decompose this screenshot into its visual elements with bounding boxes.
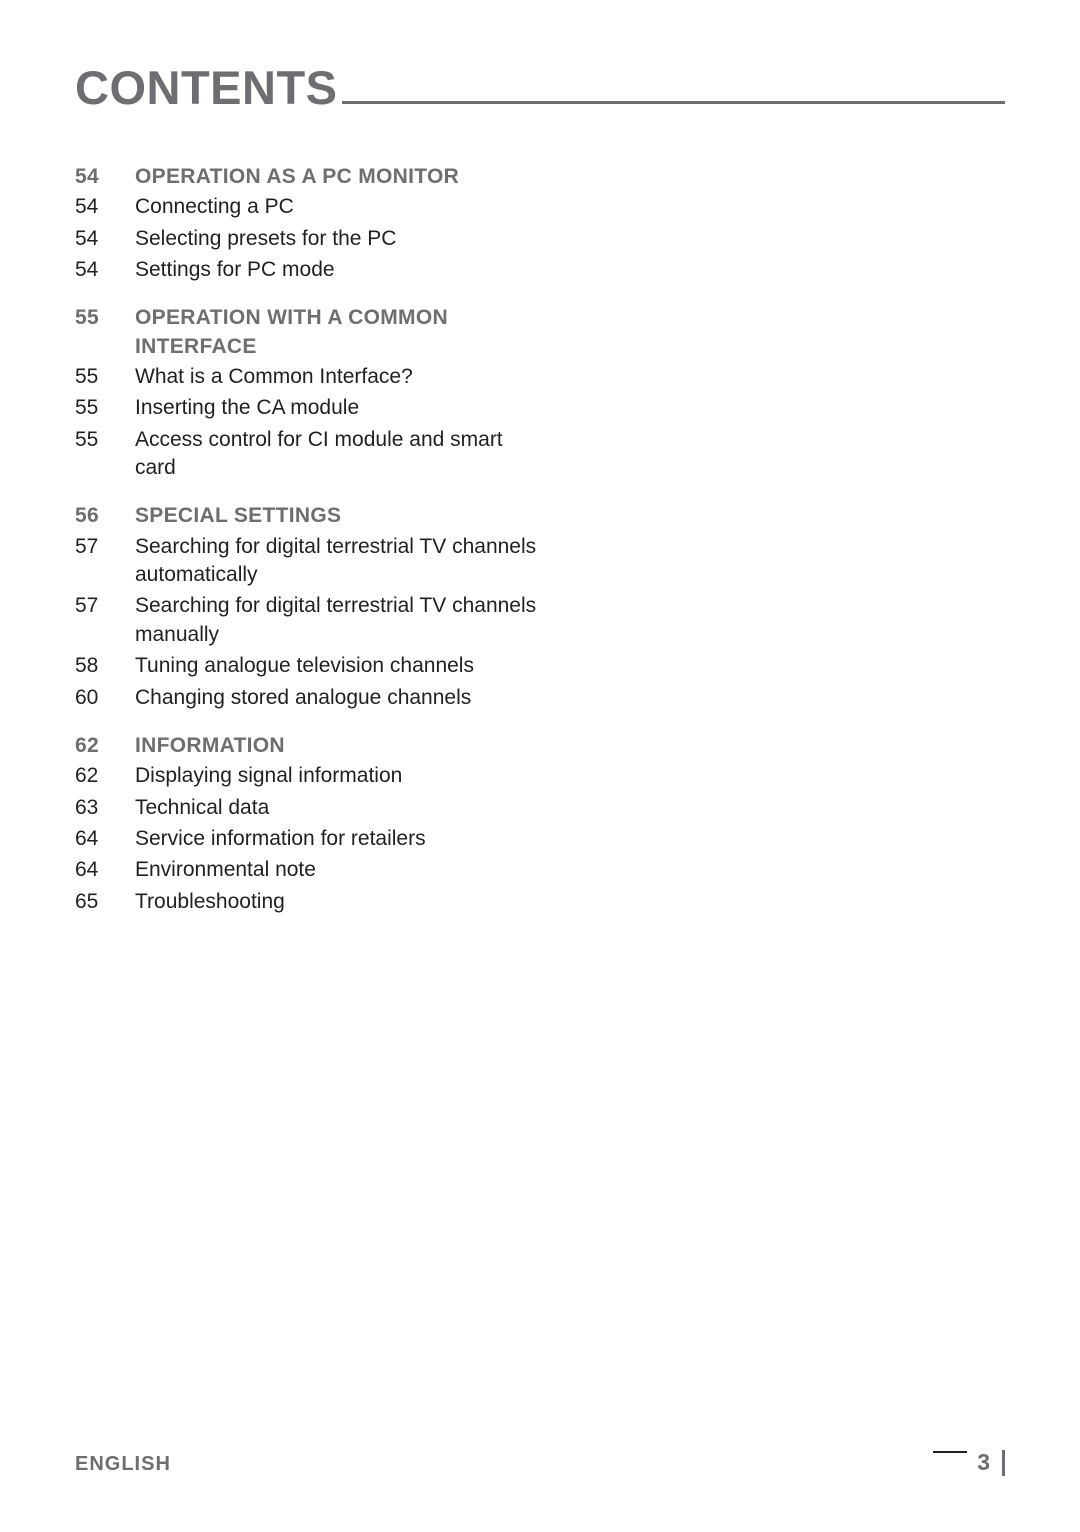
toc-section-page: 62: [75, 732, 125, 760]
toc-item-text: Access control for CI module and smart c…: [125, 426, 537, 483]
toc-item: 63Technical data: [75, 794, 537, 822]
toc-item: 60Changing stored analogue channels: [75, 684, 537, 712]
toc-item-text: Troubleshooting: [125, 888, 285, 916]
footer-page-bar: [1002, 1450, 1005, 1476]
toc-item-text: What is a Common Interface?: [125, 363, 413, 391]
toc-item: 58Tuning analogue television channels: [75, 652, 537, 680]
toc-item-text: Technical data: [125, 794, 269, 822]
footer-language: ENGLISH: [75, 1453, 171, 1476]
toc-item-page: 57: [75, 533, 125, 561]
toc-item: 54Connecting a PC: [75, 193, 537, 221]
toc-section-title: SPECIAL SETTINGS: [125, 502, 341, 530]
toc-item-page: 54: [75, 256, 125, 284]
toc-section-heading: 55OPERATION WITH A COMMON INTERFACE: [75, 304, 537, 361]
toc-item: 64Environmental note: [75, 856, 537, 884]
page-heading: CONTENTS: [75, 60, 338, 115]
toc-item: 54Selecting presets for the PC: [75, 225, 537, 253]
toc-item-text: Tuning analogue television channels: [125, 652, 474, 680]
toc-section-page: 55: [75, 304, 125, 332]
toc-item-page: 55: [75, 426, 125, 454]
toc-item-text: Searching for digital terrestrial TV cha…: [125, 533, 537, 590]
footer-page-wrap: 3: [933, 1449, 1005, 1476]
toc-section-heading: 54OPERATION AS A PC MONITOR: [75, 163, 537, 191]
footer-page-rule: [933, 1451, 967, 1453]
toc-item: 55What is a Common Interface?: [75, 363, 537, 391]
toc-item-text: Searching for digital terrestrial TV cha…: [125, 592, 537, 649]
toc-item-text: Service information for retailers: [125, 825, 426, 853]
toc-item-text: Inserting the CA module: [125, 394, 359, 422]
toc-section-heading: 62INFORMATION: [75, 732, 537, 760]
footer-page-number: 3: [977, 1449, 990, 1476]
heading-rule: [342, 101, 1006, 104]
toc-item: 62Displaying signal information: [75, 762, 537, 790]
page-heading-row: CONTENTS: [75, 60, 1005, 115]
toc-section-title: OPERATION AS A PC MONITOR: [125, 163, 459, 191]
toc-item: 64Service information for retailers: [75, 825, 537, 853]
toc-section-title: INFORMATION: [125, 732, 285, 760]
toc-item-text: Connecting a PC: [125, 193, 294, 221]
toc-item-text: Environmental note: [125, 856, 316, 884]
toc-section-page: 56: [75, 502, 125, 530]
toc-item-page: 65: [75, 888, 125, 916]
toc-item-page: 55: [75, 394, 125, 422]
toc-item-page: 64: [75, 856, 125, 884]
toc-item: 57Searching for digital terrestrial TV c…: [75, 592, 537, 649]
toc-item-page: 55: [75, 363, 125, 391]
toc-item-text: Displaying signal information: [125, 762, 402, 790]
toc-section-page: 54: [75, 163, 125, 191]
page-footer: ENGLISH 3: [75, 1449, 1005, 1476]
toc-item-page: 57: [75, 592, 125, 620]
toc-item-page: 62: [75, 762, 125, 790]
toc-item: 55Inserting the CA module: [75, 394, 537, 422]
toc-item: 54Settings for PC mode: [75, 256, 537, 284]
toc-item-page: 60: [75, 684, 125, 712]
toc-item-page: 63: [75, 794, 125, 822]
toc-item-page: 58: [75, 652, 125, 680]
toc-section-heading: 56SPECIAL SETTINGS: [75, 502, 537, 530]
toc-item: 65Troubleshooting: [75, 888, 537, 916]
toc-item-text: Selecting presets for the PC: [125, 225, 396, 253]
toc-item-page: 64: [75, 825, 125, 853]
toc-section-title: OPERATION WITH A COMMON INTERFACE: [125, 304, 537, 361]
table-of-contents: 54OPERATION AS A PC MONITOR54Connecting …: [75, 163, 537, 916]
toc-item: 57Searching for digital terrestrial TV c…: [75, 533, 537, 590]
toc-item-text: Changing stored analogue channels: [125, 684, 471, 712]
toc-item: 55Access control for CI module and smart…: [75, 426, 537, 483]
toc-item-text: Settings for PC mode: [125, 256, 335, 284]
toc-item-page: 54: [75, 193, 125, 221]
toc-item-page: 54: [75, 225, 125, 253]
